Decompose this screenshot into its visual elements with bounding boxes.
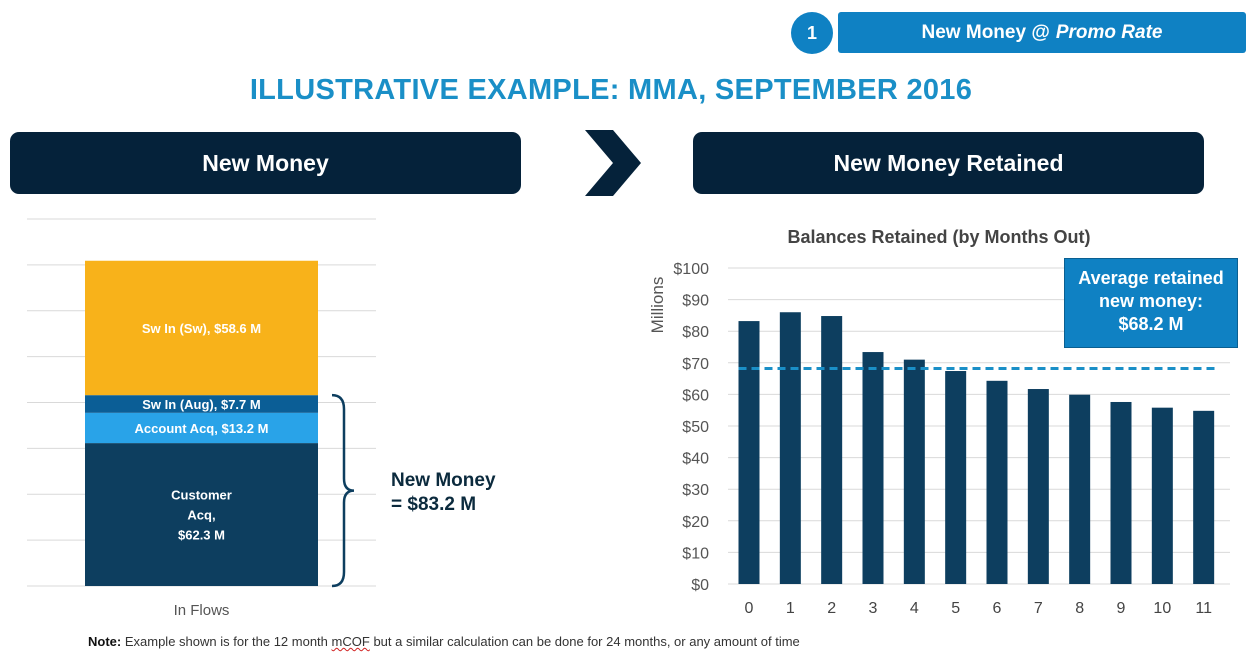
bar-month-2 xyxy=(821,316,843,584)
x-tick-label: 10 xyxy=(1153,600,1171,617)
new-money-total-line2: = $83.2 M xyxy=(391,494,477,515)
average-line2: new money: xyxy=(1098,291,1204,311)
x-tick-label: 0 xyxy=(745,600,754,617)
bar-month-11 xyxy=(1193,410,1215,584)
bar-month-8 xyxy=(1069,394,1091,584)
footnote-squiggly-term: mCOF xyxy=(331,634,370,649)
segment-label: $62.3 M xyxy=(178,528,225,543)
step-banner-emphasis: Promo Rate xyxy=(1055,21,1163,43)
x-tick-label: 11 xyxy=(1195,600,1212,617)
y-tick-label: $70 xyxy=(682,356,709,373)
segment-label: Acq, xyxy=(187,508,215,523)
bar-month-5 xyxy=(945,371,967,584)
x-tick-label: 7 xyxy=(1034,600,1043,617)
y-tick-label: $40 xyxy=(682,451,709,468)
y-tick-label: $30 xyxy=(682,482,709,499)
stack-segment-0 xyxy=(85,443,318,586)
new-money-total-label: New Money = $83.2 M xyxy=(391,469,496,517)
bar-month-9 xyxy=(1110,401,1132,584)
y-axis-label: Millions xyxy=(648,277,667,334)
y-tick-label: $20 xyxy=(682,514,709,531)
bar-month-0 xyxy=(738,321,760,584)
stack-segment-2 xyxy=(85,395,318,413)
new-money-retained-header: New Money Retained xyxy=(693,132,1204,194)
x-category-label: In Flows xyxy=(174,602,230,619)
page-title: ILLUSTRATIVE EXAMPLE: MMA, SEPTEMBER 201… xyxy=(249,74,973,106)
average-retained-box: Average retained new money: $68.2 M xyxy=(1064,258,1238,348)
bar-month-7 xyxy=(1027,389,1049,584)
y-tick-label: $90 xyxy=(682,293,709,310)
chevron-right-icon xyxy=(585,130,641,196)
x-tick-label: 4 xyxy=(910,600,919,617)
bar-month-1 xyxy=(779,312,801,584)
new-money-header: New Money xyxy=(10,132,521,194)
x-tick-label: 5 xyxy=(951,600,960,617)
x-tick-label: 3 xyxy=(869,600,878,617)
segment-label: Sw In (Aug), $7.7 M xyxy=(142,397,260,412)
bar-month-10 xyxy=(1151,407,1173,584)
x-tick-label: 6 xyxy=(993,600,1002,617)
y-tick-label: $100 xyxy=(673,261,709,278)
segment-label: Sw In (Sw), $58.6 M xyxy=(142,321,261,336)
bar-month-4 xyxy=(903,359,925,584)
new-money-stacked-chart: Customer Acq, $62.3 M Account Acq, $13.2 M S… xyxy=(27,218,376,619)
footnote: Note: Example shown is for the 12 month … xyxy=(88,634,800,649)
stack-segment-1 xyxy=(85,412,318,444)
new-money-total-line1: New Money xyxy=(391,470,496,491)
y-tick-label: $50 xyxy=(682,419,709,436)
balances-retained-chart: Balances Retained (by Months Out) $0 $10 $2… xyxy=(648,227,1230,617)
step-banner: New Money @ Promo Rate xyxy=(838,12,1246,53)
segment-label: Account Acq, $13.2 M xyxy=(135,421,269,436)
footnote-text-after: but a similar calculation can be done fo… xyxy=(373,634,800,649)
bar-month-3 xyxy=(862,352,884,584)
step-number-badge: 1 xyxy=(791,12,833,54)
y-tick-label: $80 xyxy=(682,324,709,341)
footnote-label: Note: xyxy=(88,634,122,649)
segment-label: Customer xyxy=(171,488,232,503)
average-line1: Average retained xyxy=(1078,268,1224,288)
x-tick-label: 2 xyxy=(827,600,836,617)
y-tick-label: $10 xyxy=(682,545,709,562)
y-tick-label: $0 xyxy=(691,577,709,594)
step-banner-label: New Money @ xyxy=(921,21,1050,43)
x-tick-label: 1 xyxy=(786,600,795,617)
x-tick-label: 8 xyxy=(1075,600,1084,617)
bar-month-6 xyxy=(986,380,1008,584)
stack-segment-3 xyxy=(85,260,318,396)
brace-icon xyxy=(331,393,355,588)
chart-title: Balances Retained (by Months Out) xyxy=(787,227,1090,247)
x-tick-label: 9 xyxy=(1117,600,1126,617)
y-tick-label: $60 xyxy=(682,387,709,404)
average-value: $68.2 M xyxy=(1118,314,1184,334)
footnote-text-before: Example shown is for the 12 month xyxy=(124,634,328,649)
